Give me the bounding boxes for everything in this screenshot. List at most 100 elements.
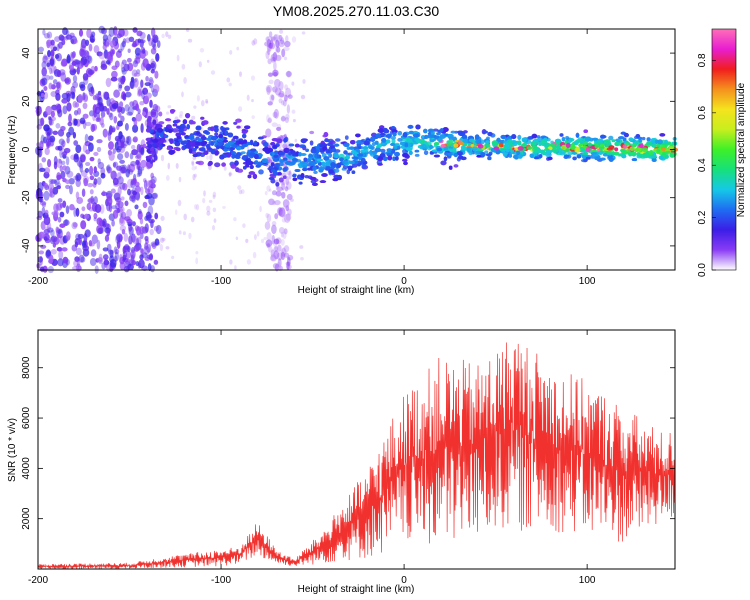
spectrogram-cell bbox=[144, 242, 149, 250]
spectrogram-cell bbox=[62, 200, 67, 208]
spectrogram-cell bbox=[49, 187, 53, 197]
spectrogram-x-label: Height of straight line (km) bbox=[298, 285, 415, 296]
spectrogram-cell bbox=[82, 113, 89, 119]
spectrogram-y-tick-label: 0 bbox=[21, 146, 32, 152]
spectrogram-cell bbox=[618, 136, 625, 140]
spectrogram-cell bbox=[147, 121, 151, 126]
spectrogram-cell bbox=[153, 36, 158, 44]
spectrogram-cell bbox=[575, 132, 580, 138]
spectrogram-cell bbox=[191, 147, 197, 152]
spectrogram-cell bbox=[281, 181, 285, 191]
spectrogram-cell bbox=[179, 111, 184, 116]
colorbar-tick-label: 0.6 bbox=[697, 105, 708, 119]
spectrogram-cell bbox=[265, 50, 270, 60]
spectrogram-cell bbox=[275, 54, 282, 62]
spectrogram-cell bbox=[55, 92, 61, 101]
spectrogram-cell bbox=[423, 150, 429, 156]
spectrogram-cell bbox=[176, 119, 181, 123]
spectrogram-cell bbox=[300, 94, 306, 100]
spectrogram-cell bbox=[270, 94, 275, 101]
spectrogram-cell bbox=[125, 136, 130, 144]
spectrogram-cell bbox=[259, 205, 262, 213]
spectrogram-cell bbox=[283, 228, 288, 235]
spectrogram-cell bbox=[622, 144, 628, 149]
spectrogram-cell bbox=[201, 140, 208, 145]
spectrogram-cell bbox=[135, 261, 139, 267]
spectrogram-cell bbox=[111, 219, 115, 227]
spectrogram-cell bbox=[231, 153, 236, 159]
spectrogram-cell bbox=[116, 105, 121, 114]
spectrogram-cell bbox=[457, 155, 464, 160]
spectrogram-cell bbox=[165, 174, 170, 181]
spectrogram-cell bbox=[538, 154, 543, 159]
spectrogram-cell bbox=[309, 176, 317, 181]
spectrogram-cell bbox=[112, 177, 119, 186]
spectrogram-cell bbox=[228, 82, 232, 87]
spectrogram-cell bbox=[102, 247, 109, 252]
spectrogram-cell bbox=[214, 162, 221, 168]
spectrogram-cell bbox=[370, 136, 376, 142]
spectrogram-cell bbox=[102, 128, 108, 138]
snr-y-tick-label: 2000 bbox=[21, 507, 32, 530]
spectrogram-cell bbox=[308, 153, 313, 159]
spectrogram-cell bbox=[60, 60, 68, 67]
spectrogram-cell bbox=[237, 106, 243, 112]
spectrogram-cell bbox=[222, 139, 229, 143]
spectrogram-cell bbox=[433, 135, 440, 139]
spectrogram-cell bbox=[333, 143, 340, 147]
spectrogram-cell bbox=[215, 145, 220, 150]
spectrogram-cell bbox=[223, 166, 227, 171]
spectrogram-cell bbox=[115, 234, 121, 244]
spectrogram-cell bbox=[124, 122, 129, 131]
spectrogram-cell bbox=[135, 113, 143, 122]
spectrogram-cell bbox=[266, 213, 272, 223]
spectrogram-cell bbox=[148, 179, 153, 188]
spectrogram-cell bbox=[267, 117, 272, 124]
spectrogram-cell bbox=[274, 213, 279, 220]
spectrogram-cell bbox=[256, 230, 260, 237]
spectrogram-cell bbox=[392, 156, 396, 161]
snr-panel: -200 -100 0 100 2000 4000 6000 8000 Height of … bbox=[7, 329, 676, 595]
spectrogram-cell bbox=[183, 76, 187, 84]
spectrogram-cell bbox=[191, 160, 195, 165]
spectrogram-cell bbox=[82, 73, 89, 81]
spectrogram-cell bbox=[348, 160, 355, 165]
spectrogram-cell bbox=[650, 140, 656, 145]
spectrogram-cell bbox=[171, 255, 175, 260]
spectrogram-cell bbox=[272, 111, 278, 118]
spectrogram-cell bbox=[303, 157, 308, 162]
spectrogram-cell bbox=[50, 229, 55, 237]
spectrogram-cell bbox=[282, 205, 287, 209]
spectrogram-cell bbox=[137, 169, 143, 177]
spectrogram-cell bbox=[135, 186, 142, 193]
spectrogram-cell bbox=[154, 238, 160, 246]
spectrogram-cell bbox=[292, 118, 296, 123]
spectrogram-cell bbox=[80, 42, 87, 49]
spectrogram-cell bbox=[196, 95, 200, 102]
spectrogram-cell bbox=[232, 135, 239, 140]
spectrogram-cell bbox=[55, 122, 61, 129]
spectrogram-cell bbox=[127, 188, 131, 196]
spectrogram-cell bbox=[72, 265, 79, 271]
spectrogram-cell bbox=[599, 157, 606, 161]
spectrogram-cell bbox=[433, 142, 440, 146]
spectrogram-cell bbox=[131, 221, 136, 227]
spectrogram-cell bbox=[266, 86, 271, 95]
spectrogram-cell bbox=[305, 148, 309, 153]
spectrogram-cell bbox=[309, 160, 316, 166]
spectrogram-cell bbox=[119, 212, 123, 218]
spectrogram-cell bbox=[194, 145, 199, 149]
spectrogram-cell bbox=[272, 171, 279, 176]
spectrogram-cell bbox=[241, 130, 248, 134]
spectrogram-cell bbox=[66, 102, 72, 112]
spectrogram-cell bbox=[97, 161, 105, 170]
spectrogram-cell bbox=[109, 258, 117, 268]
spectrogram-cell bbox=[251, 115, 255, 119]
spectrogram-cell bbox=[386, 152, 393, 157]
spectrogram-cell bbox=[192, 173, 196, 181]
spectrogram-cell bbox=[431, 149, 438, 153]
spectrogram-cell bbox=[52, 46, 58, 52]
spectrogram-cell bbox=[76, 197, 84, 204]
spectrogram-cell bbox=[199, 48, 205, 53]
spectrogram-cell bbox=[154, 105, 161, 112]
